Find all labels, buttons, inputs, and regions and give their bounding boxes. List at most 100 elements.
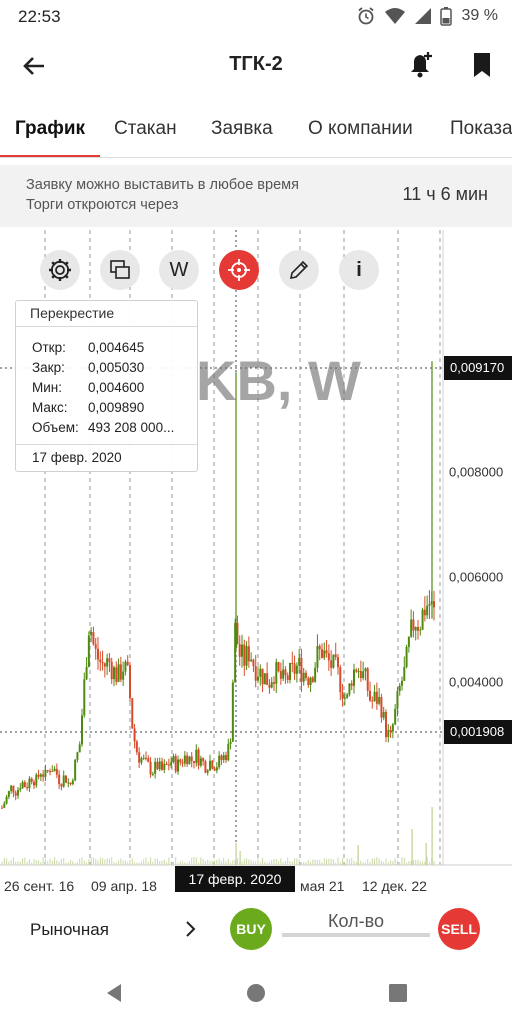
volume-bar bbox=[360, 860, 362, 865]
tab-chart[interactable]: График bbox=[15, 118, 86, 139]
volume-bar bbox=[145, 857, 147, 865]
candle-body bbox=[229, 741, 232, 744]
recents-nav-icon[interactable] bbox=[388, 982, 408, 1004]
volume-bar bbox=[3, 857, 5, 865]
candle-body bbox=[309, 677, 312, 685]
back-nav-icon[interactable] bbox=[104, 982, 124, 1004]
interval-button[interactable]: W bbox=[159, 250, 199, 290]
candle-body bbox=[161, 761, 163, 770]
tab-order-book[interactable]: Стакан bbox=[114, 118, 177, 139]
back-button[interactable] bbox=[18, 50, 50, 82]
volume-bar bbox=[280, 858, 282, 865]
volume-bar bbox=[364, 862, 366, 865]
volume-bar bbox=[26, 861, 28, 865]
volume-bar bbox=[273, 858, 275, 865]
volume-bar bbox=[425, 843, 427, 865]
home-nav-icon[interactable] bbox=[246, 982, 266, 1004]
buy-button[interactable]: BUY bbox=[230, 908, 272, 950]
volume-bar bbox=[428, 862, 430, 865]
volume-bar bbox=[275, 859, 277, 865]
info-button[interactable]: i bbox=[339, 250, 379, 290]
tab-order[interactable]: Заявка bbox=[211, 118, 273, 139]
volume-bar bbox=[248, 859, 250, 865]
volume-bar bbox=[406, 862, 408, 865]
reference-price-tag: 0,001908 bbox=[444, 720, 512, 744]
volume-bar bbox=[328, 858, 330, 865]
volume-bar bbox=[417, 859, 419, 865]
candle-body bbox=[108, 658, 111, 662]
candle-body bbox=[366, 668, 369, 691]
volume-bar bbox=[282, 861, 284, 865]
volume-bar bbox=[115, 862, 117, 865]
app-bar: ТГК-2 bbox=[0, 34, 512, 96]
candle-body bbox=[165, 763, 168, 765]
candle-body bbox=[323, 650, 326, 658]
candle-body bbox=[147, 758, 150, 762]
add-alert-button[interactable] bbox=[406, 50, 436, 80]
volume-bar bbox=[104, 859, 106, 865]
volume-bar bbox=[143, 859, 145, 865]
candle-body bbox=[382, 712, 385, 718]
volume-bar bbox=[136, 862, 138, 865]
order-type-chevron[interactable] bbox=[180, 918, 200, 940]
candle-body bbox=[81, 715, 83, 745]
layers-icon bbox=[110, 260, 130, 279]
candle-body bbox=[97, 648, 99, 660]
candle-body bbox=[119, 664, 122, 680]
system-nav-bar bbox=[0, 962, 512, 1024]
volume-bar bbox=[200, 857, 202, 865]
candle-body bbox=[181, 762, 184, 764]
candle-body bbox=[156, 761, 159, 770]
candle-body bbox=[302, 672, 305, 682]
volume-bar bbox=[348, 859, 350, 865]
volume-bar bbox=[307, 860, 309, 865]
volume-bar bbox=[262, 857, 264, 865]
candle-body bbox=[343, 697, 346, 699]
bookmark-button[interactable] bbox=[470, 50, 494, 80]
order-type-select[interactable]: Рыночная bbox=[30, 920, 109, 939]
candle-body bbox=[14, 792, 17, 796]
volume-bar bbox=[118, 860, 120, 865]
candle-body bbox=[186, 755, 189, 765]
candle-body bbox=[289, 662, 291, 681]
volume-bar bbox=[383, 862, 385, 865]
volume-bar bbox=[284, 860, 286, 865]
candle-body bbox=[92, 632, 95, 645]
quantity-slider[interactable] bbox=[282, 933, 430, 937]
volume-bar bbox=[182, 861, 184, 865]
candle-body bbox=[215, 767, 218, 771]
settings-button[interactable] bbox=[40, 250, 80, 290]
volume-bar bbox=[357, 845, 359, 865]
volume-bar bbox=[207, 859, 209, 865]
volume-bar bbox=[289, 861, 291, 865]
sell-button[interactable]: SELL bbox=[438, 908, 480, 950]
volume-bar bbox=[394, 858, 396, 865]
candle-body bbox=[236, 622, 239, 645]
status-time: 22:53 bbox=[18, 7, 61, 26]
tab-indicators[interactable]: Показа bbox=[450, 118, 512, 139]
volume-bar bbox=[86, 862, 88, 865]
page-title: ТГК-2 bbox=[229, 53, 283, 75]
crosshair-button[interactable] bbox=[219, 250, 259, 290]
tab-about[interactable]: О компании bbox=[308, 118, 413, 139]
volume-bar bbox=[6, 858, 8, 865]
layers-button[interactable] bbox=[100, 250, 140, 290]
draw-button[interactable] bbox=[279, 250, 319, 290]
candle-body bbox=[275, 662, 278, 684]
tooltip-high-value: 0,009890 bbox=[88, 400, 145, 415]
volume-bar bbox=[127, 862, 129, 865]
volume-bar bbox=[332, 859, 334, 865]
candle-body bbox=[163, 763, 166, 770]
candle-body bbox=[391, 724, 394, 732]
candle-body bbox=[87, 635, 90, 668]
volume-bar bbox=[24, 857, 26, 865]
candle-body bbox=[268, 684, 271, 688]
candle-body bbox=[46, 770, 49, 772]
volume-bar bbox=[305, 862, 307, 865]
volume-bar bbox=[232, 860, 234, 865]
x-tick-label: 12 дек. 22 bbox=[362, 878, 427, 894]
volume-bar bbox=[252, 861, 254, 865]
volume-bar bbox=[170, 862, 172, 865]
